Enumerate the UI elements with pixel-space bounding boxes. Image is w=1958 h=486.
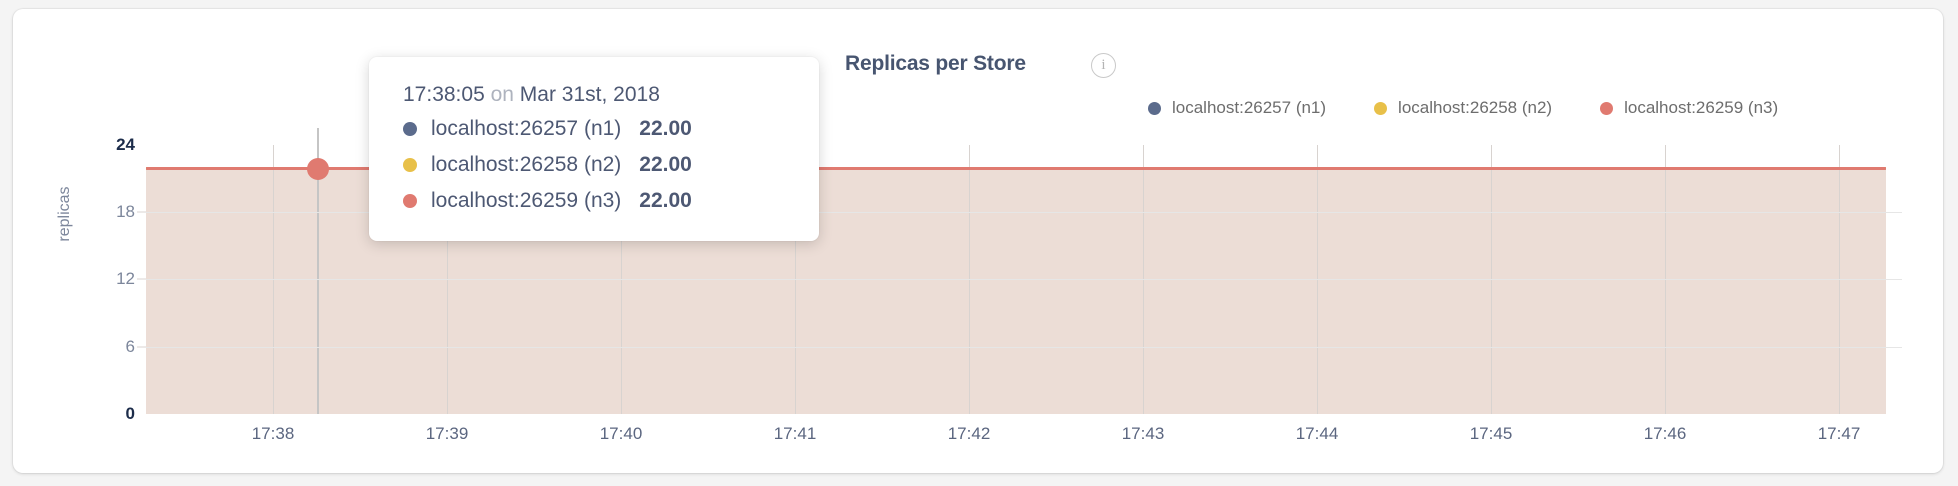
y-tick-24: 24 [116, 135, 135, 154]
tooltip-value-n2: 22.00 [639, 153, 692, 176]
tooltip-dot-icon-n3 [403, 194, 417, 208]
tooltip-on-word: on [490, 83, 514, 106]
legend-item-n1[interactable]: localhost:26257 (n1) [1148, 98, 1326, 118]
y-tick-0: 0 [125, 404, 135, 423]
legend-label-n1: localhost:26257 (n1) [1172, 98, 1327, 117]
x-tick-1746: 17:46 [1643, 424, 1687, 443]
y-tick-dash-6 [137, 346, 146, 348]
tooltip-value-n3: 22.00 [639, 189, 692, 212]
x-tick-1738: 17:38 [251, 424, 295, 443]
hover-marker-dot[interactable] [307, 158, 329, 180]
legend-item-n3[interactable]: localhost:26259 (n3) [1600, 98, 1778, 118]
legend-swatch-icon-n2 [1374, 101, 1388, 115]
y-tick-12: 12 [116, 269, 135, 288]
legend-swatch-icon-n1 [1148, 101, 1161, 115]
x-tick-1740: 17:40 [599, 424, 643, 443]
y-tick-6: 6 [125, 337, 135, 356]
x-tick-1742: 17:42 [947, 424, 991, 443]
info-icon[interactable]: i [1091, 53, 1116, 78]
gridline-vertical-1745 [1491, 145, 1492, 414]
y-axis: replicas 24 18 12 6 0 [13, 9, 135, 486]
gridline-vertical-1738 [273, 145, 274, 414]
tooltip-row-n2: localhost:26258 (n2) 22.00 [369, 147, 819, 183]
gridline-vertical-1742 [969, 145, 970, 414]
gridline-vertical-1747 [1839, 145, 1840, 414]
tooltip-label-n1: localhost:26257 (n1) [431, 117, 622, 140]
x-tick-1743: 17:43 [1121, 424, 1165, 443]
tooltip-label-n3: localhost:26259 (n3) [431, 189, 622, 212]
x-tick-1739: 17:39 [425, 424, 469, 443]
legend-label-n3: localhost:26259 (n3) [1624, 98, 1779, 117]
legend-label-n2: localhost:26258 (n2) [1398, 98, 1553, 117]
tooltip-dot-icon-n2 [403, 158, 417, 172]
page-title: Replicas per Store [845, 52, 1026, 75]
gridline-vertical-1746 [1665, 145, 1666, 414]
tooltip-value-n1: 22.00 [639, 117, 692, 140]
x-tick-1744: 17:44 [1295, 424, 1339, 443]
tooltip-row-n1: localhost:26257 (n1) 22.00 [369, 111, 819, 147]
y-tick-18: 18 [116, 202, 135, 221]
chart-card: Replicas per Store i localhost:26257 (n1… [13, 9, 1943, 473]
x-tick-1745: 17:45 [1469, 424, 1513, 443]
gridline-vertical-1744 [1317, 145, 1318, 414]
tooltip-timestamp: 17:38:05 on Mar 31st, 2018 [369, 83, 819, 111]
x-tick-1747: 17:47 [1817, 424, 1861, 443]
tooltip-date: Mar 31st, 2018 [519, 83, 660, 106]
y-axis-label: replicas [56, 186, 73, 242]
x-tick-1741: 17:41 [773, 424, 817, 443]
tooltip-time: 17:38:05 [403, 83, 485, 106]
tooltip-row-n3: localhost:26259 (n3) 22.00 [369, 183, 819, 219]
legend-item-n2[interactable]: localhost:26258 (n2) [1374, 98, 1552, 118]
gridline-vertical-1743 [1143, 145, 1144, 414]
legend-swatch-icon-n3 [1600, 101, 1614, 115]
gridline-horizontal-12 [146, 279, 1886, 280]
hover-tooltip: 17:38:05 on Mar 31st, 2018 localhost:262… [369, 57, 819, 241]
y-tick-dash-12 [137, 278, 146, 280]
tooltip-dot-icon-n1 [403, 122, 417, 136]
gridline-horizontal-6 [146, 347, 1886, 348]
y-tick-dash-18 [137, 211, 146, 213]
hover-cursor-line [317, 128, 319, 414]
tooltip-label-n2: localhost:26258 (n2) [431, 153, 622, 176]
series-line-n3 [146, 167, 1886, 170]
chart-legend: localhost:26257 (n1) localhost:26258 (n2… [1148, 98, 1778, 118]
